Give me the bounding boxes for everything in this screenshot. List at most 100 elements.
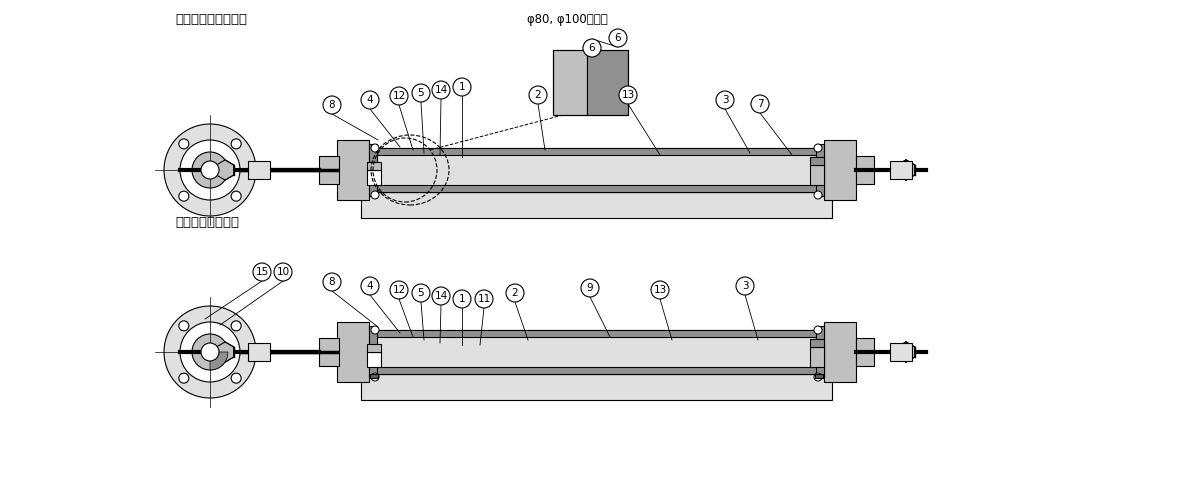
- Circle shape: [391, 281, 409, 299]
- Bar: [816, 144, 824, 196]
- Text: 1: 1: [459, 294, 465, 304]
- Circle shape: [813, 144, 822, 152]
- Bar: [816, 326, 824, 378]
- Bar: [365, 148, 828, 155]
- Circle shape: [371, 373, 379, 381]
- Text: φ80, φ100の場合: φ80, φ100の場合: [527, 13, 607, 26]
- Circle shape: [371, 144, 379, 152]
- Circle shape: [453, 290, 471, 308]
- Text: 8: 8: [328, 100, 335, 110]
- Circle shape: [323, 273, 341, 291]
- Circle shape: [201, 161, 219, 179]
- Circle shape: [583, 39, 601, 57]
- Circle shape: [231, 139, 241, 149]
- Circle shape: [192, 334, 228, 370]
- Text: 13: 13: [653, 285, 666, 295]
- Bar: [815, 374, 823, 378]
- Text: 4: 4: [367, 281, 374, 291]
- Bar: [365, 330, 828, 337]
- Text: 9: 9: [587, 283, 593, 293]
- Bar: [361, 192, 831, 218]
- Text: 1: 1: [459, 82, 465, 92]
- Text: 12: 12: [393, 91, 406, 101]
- Circle shape: [164, 124, 256, 216]
- Circle shape: [716, 91, 734, 109]
- Text: 4: 4: [367, 95, 374, 105]
- Bar: [367, 170, 381, 185]
- Polygon shape: [897, 342, 914, 362]
- Bar: [365, 185, 828, 192]
- Circle shape: [371, 191, 379, 199]
- Bar: [587, 50, 628, 115]
- Circle shape: [231, 373, 241, 383]
- Bar: [365, 367, 828, 374]
- Circle shape: [164, 306, 256, 398]
- Circle shape: [412, 84, 430, 102]
- Circle shape: [323, 96, 341, 114]
- Bar: [553, 50, 587, 115]
- Circle shape: [180, 322, 240, 382]
- Bar: [365, 148, 828, 192]
- Text: 10: 10: [277, 267, 290, 277]
- Circle shape: [453, 78, 471, 96]
- Text: 12: 12: [393, 285, 406, 295]
- Text: 3: 3: [742, 281, 749, 291]
- Circle shape: [506, 284, 524, 302]
- Polygon shape: [217, 160, 234, 180]
- Circle shape: [530, 86, 547, 104]
- Circle shape: [391, 87, 409, 105]
- Circle shape: [361, 277, 379, 295]
- Circle shape: [180, 140, 240, 200]
- Circle shape: [813, 373, 822, 381]
- Circle shape: [474, 290, 494, 308]
- Circle shape: [231, 321, 241, 331]
- Text: 14: 14: [435, 291, 448, 301]
- Text: 15: 15: [255, 267, 268, 277]
- Bar: [810, 157, 824, 165]
- Text: 13: 13: [622, 90, 635, 100]
- Circle shape: [751, 95, 769, 113]
- Text: 5: 5: [418, 88, 424, 98]
- Bar: [857, 338, 875, 366]
- Wedge shape: [210, 352, 228, 370]
- Circle shape: [813, 326, 822, 334]
- Bar: [369, 326, 377, 378]
- Bar: [857, 156, 875, 184]
- Circle shape: [581, 279, 599, 297]
- Circle shape: [619, 86, 637, 104]
- Circle shape: [412, 284, 430, 302]
- Text: ラバークッション付: ラバークッション付: [175, 13, 247, 26]
- Bar: [824, 140, 857, 200]
- Bar: [553, 50, 628, 115]
- Circle shape: [231, 191, 241, 201]
- Bar: [810, 339, 824, 347]
- Bar: [890, 161, 912, 179]
- Text: 2: 2: [512, 288, 519, 298]
- Bar: [365, 330, 828, 374]
- Text: 11: 11: [477, 294, 491, 304]
- Text: エアクッション付: エアクッション付: [175, 216, 238, 229]
- Bar: [248, 343, 270, 361]
- Bar: [367, 344, 381, 352]
- Circle shape: [274, 263, 292, 281]
- Circle shape: [179, 321, 189, 331]
- Text: 14: 14: [435, 85, 448, 95]
- Bar: [369, 144, 377, 196]
- Circle shape: [253, 263, 271, 281]
- Text: 3: 3: [721, 95, 728, 105]
- Bar: [319, 338, 339, 366]
- Circle shape: [432, 81, 450, 99]
- Bar: [367, 352, 381, 367]
- Text: 2: 2: [534, 90, 541, 100]
- Text: 5: 5: [418, 288, 424, 298]
- Circle shape: [813, 191, 822, 199]
- Text: 8: 8: [328, 277, 335, 287]
- Bar: [890, 343, 912, 361]
- Bar: [319, 156, 339, 184]
- Polygon shape: [217, 342, 234, 362]
- Circle shape: [201, 343, 219, 361]
- Bar: [361, 374, 831, 400]
- Circle shape: [371, 326, 379, 334]
- Bar: [248, 161, 270, 179]
- Polygon shape: [897, 160, 914, 180]
